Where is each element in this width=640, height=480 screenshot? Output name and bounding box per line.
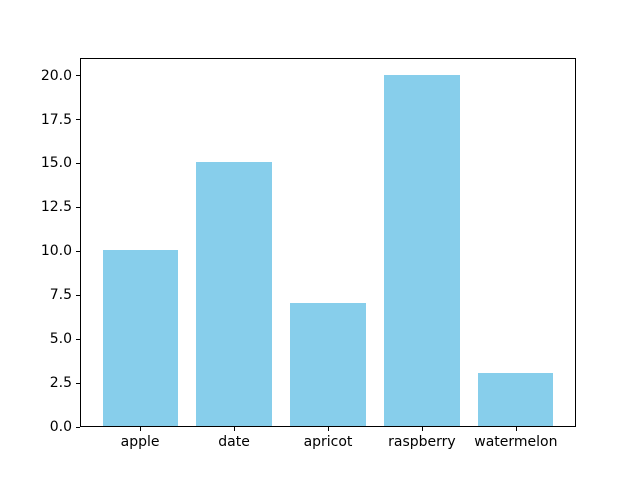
- x-tick-mark: [140, 427, 142, 431]
- y-tick-mark: [76, 75, 80, 77]
- y-tick-mark: [76, 382, 80, 384]
- x-tick-mark: [328, 427, 329, 431]
- y-tick-label-0.0: 0.0: [49, 419, 72, 435]
- x-tick-label-raspberry: raspberry: [388, 434, 456, 450]
- bar-raspberry: [384, 74, 460, 426]
- bar-watermelon: [478, 373, 554, 426]
- y-tick-mark: [76, 206, 80, 208]
- bar-apple: [102, 250, 178, 426]
- bar-apricot: [290, 303, 366, 426]
- y-tick-label-17.5: 17.5: [40, 111, 72, 128]
- x-tick-mark: [515, 427, 517, 431]
- y-tick-mark: [76, 119, 80, 120]
- x-tick-label-watermelon: watermelon: [474, 434, 558, 450]
- y-tick-label-15.0: 15.0: [40, 155, 72, 172]
- y-tick-label-10.0: 10.0: [40, 243, 72, 260]
- y-tick-label-12.5: 12.5: [40, 199, 72, 216]
- y-tick-mark: [76, 162, 80, 164]
- x-tick-mark: [421, 427, 423, 431]
- y-tick-label-2.5: 2.5: [49, 375, 72, 392]
- y-tick-label-7.5: 7.5: [49, 287, 72, 304]
- x-tick-label-apple: apple: [120, 434, 160, 450]
- y-tick-label-20.0: 20.0: [40, 67, 72, 84]
- x-tick-label-apricot: apricot: [303, 434, 353, 450]
- x-tick-mark: [234, 427, 236, 431]
- x-tick-label-date: date: [218, 434, 250, 450]
- y-tick-mark: [76, 250, 80, 252]
- bar-date: [196, 162, 272, 426]
- y-tick-label-5.0: 5.0: [49, 331, 72, 348]
- y-tick-mark: [76, 338, 80, 340]
- y-tick-mark: [76, 294, 80, 296]
- y-tick-mark: [76, 426, 80, 428]
- plot-area: [80, 58, 576, 427]
